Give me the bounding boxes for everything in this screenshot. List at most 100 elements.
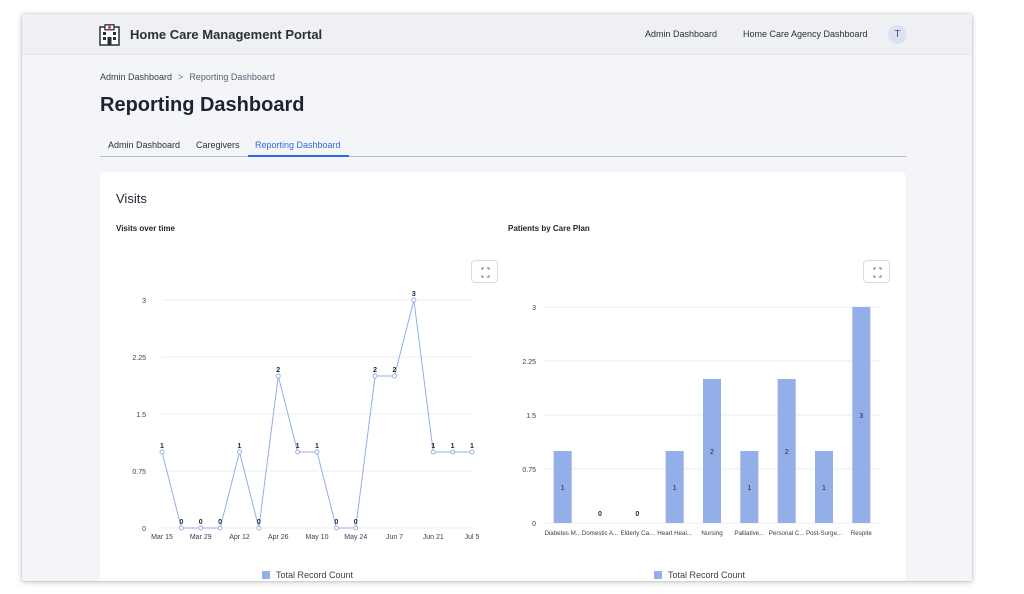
x-tick-label: Post-Surge...	[806, 530, 842, 537]
x-tick-label: Elderly Ca...	[620, 530, 654, 537]
x-tick-label: Mar 29	[190, 534, 212, 541]
data-label: 1	[431, 443, 435, 450]
x-tick-label: Jun 21	[423, 534, 444, 541]
data-point	[333, 525, 339, 531]
data-label: 3	[412, 291, 416, 298]
y-tick-label: 2.25	[132, 355, 146, 362]
data-label: 0	[635, 511, 639, 518]
x-tick-label: Domestic A...	[582, 530, 619, 537]
data-point	[411, 297, 417, 303]
data-label: 1	[673, 485, 677, 492]
nav-admin-dashboard-link[interactable]: Admin Dashboard	[645, 29, 718, 39]
data-label: 0	[257, 519, 261, 526]
y-tick-label: 3	[532, 305, 536, 312]
bar	[852, 307, 871, 523]
y-tick-label: 1.5	[136, 412, 146, 419]
bar-chart-expand-button[interactable]	[863, 260, 890, 283]
x-tick-label: Heart Heal...	[657, 530, 692, 537]
expand-icon	[481, 267, 490, 278]
data-label: 1	[238, 443, 242, 450]
data-point	[314, 449, 320, 455]
line-chart-expand-button[interactable]	[471, 260, 498, 283]
nav-agency-dashboard-link[interactable]: Home Care Agency Dashboard	[743, 29, 868, 39]
data-label: 1	[822, 485, 826, 492]
line-chart: 0 0.75 1.5 2.25 3 Mar 15 Mar 29 Apr 12 Apr 26 May…	[132, 291, 480, 541]
data-label: 1	[470, 443, 474, 450]
expand-icon	[873, 267, 882, 278]
avatar[interactable]: T	[888, 25, 907, 44]
visits-card: Visits Visits over time 0 0.75 1.5 2.25 3 Mar…	[100, 172, 906, 581]
line-chart-title: Visits over time	[116, 224, 175, 233]
y-tick-label: 3	[142, 298, 146, 305]
x-tick-label: Diabetes M...	[544, 530, 581, 537]
data-label: 3	[859, 413, 863, 420]
data-point	[430, 449, 436, 455]
tab-caregivers[interactable]: Caregivers	[196, 140, 240, 150]
data-label: 0	[354, 519, 358, 526]
legend-label: Total Record Count	[668, 570, 746, 580]
bar	[553, 451, 572, 523]
app-title[interactable]: Home Care Management Portal	[130, 27, 323, 42]
x-tick-label: Nursing	[701, 530, 723, 537]
tab-bar: Admin Dashboard Caregivers Reporting Das…	[100, 138, 906, 157]
y-tick-label: 0	[142, 526, 146, 533]
legend-swatch	[262, 571, 270, 579]
breadcrumb-current: Reporting Dashboard	[189, 72, 275, 82]
y-tick-label: 0.75	[522, 467, 536, 474]
data-label: 1	[160, 443, 164, 450]
data-point	[237, 449, 242, 455]
x-tick-label: Apr 12	[229, 534, 250, 541]
x-tick-label: May 10	[306, 534, 329, 541]
y-tick-label: 0.75	[132, 469, 146, 476]
data-point	[256, 525, 262, 531]
tab-admin-dashboard[interactable]: Admin Dashboard	[108, 140, 181, 150]
data-label: 1	[747, 485, 751, 492]
data-point	[275, 373, 281, 379]
active-tab-indicator	[248, 155, 349, 157]
data-point	[178, 525, 184, 531]
data-point	[372, 373, 378, 379]
data-label: 2	[785, 449, 789, 456]
data-point	[295, 449, 301, 455]
line-chart-legend[interactable]: Total Record Count	[262, 570, 353, 580]
x-tick-label: Apr 26	[268, 534, 289, 541]
hospital-icon	[99, 24, 120, 46]
section-title: Visits	[116, 191, 147, 206]
tab-reporting-dashboard[interactable]: Reporting Dashboard	[255, 140, 341, 150]
data-label: 1	[561, 485, 565, 492]
data-label: 1	[451, 443, 455, 450]
data-label: 0	[598, 511, 602, 518]
browser-window: Home Care Management Portal Admin Dashbo…	[22, 14, 972, 581]
data-point	[198, 525, 204, 531]
x-tick-label: Mar 15	[151, 534, 173, 541]
data-label: 2	[710, 449, 714, 456]
x-tick-label: May 24	[344, 534, 367, 541]
x-tick-label: Jul 5	[465, 534, 480, 541]
breadcrumb: Admin Dashboard > Reporting Dashboard	[100, 72, 275, 82]
x-tick-label: Jun 7	[386, 534, 403, 541]
breadcrumb-separator: >	[178, 72, 184, 82]
x-tick-label: Palliative...	[734, 530, 764, 537]
bar-chart-title: Patients by Care Plan	[508, 224, 590, 233]
data-label: 1	[296, 443, 300, 450]
data-label: 1	[315, 443, 319, 450]
bar	[777, 379, 796, 523]
y-tick-label: 2.25	[522, 359, 536, 366]
breadcrumb-root-link[interactable]: Admin Dashboard	[100, 72, 173, 82]
top-navigation-bar: Home Care Management Portal Admin Dashbo…	[22, 14, 972, 55]
data-label: 0	[179, 519, 183, 526]
bar-chart-legend[interactable]: Total Record Count	[654, 570, 745, 580]
data-label: 0	[334, 519, 338, 526]
bar	[815, 451, 833, 523]
data-label: 2	[373, 367, 377, 374]
data-point	[469, 449, 475, 455]
data-point	[392, 373, 397, 379]
data-label: 2	[276, 367, 280, 374]
page-title: Reporting Dashboard	[100, 94, 305, 116]
x-tick-label: Personal C...	[769, 530, 805, 537]
data-point	[353, 525, 359, 531]
data-label: 0	[199, 519, 203, 526]
y-tick-label: 0	[532, 521, 536, 528]
data-label: 2	[393, 367, 397, 374]
data-point	[450, 449, 456, 455]
